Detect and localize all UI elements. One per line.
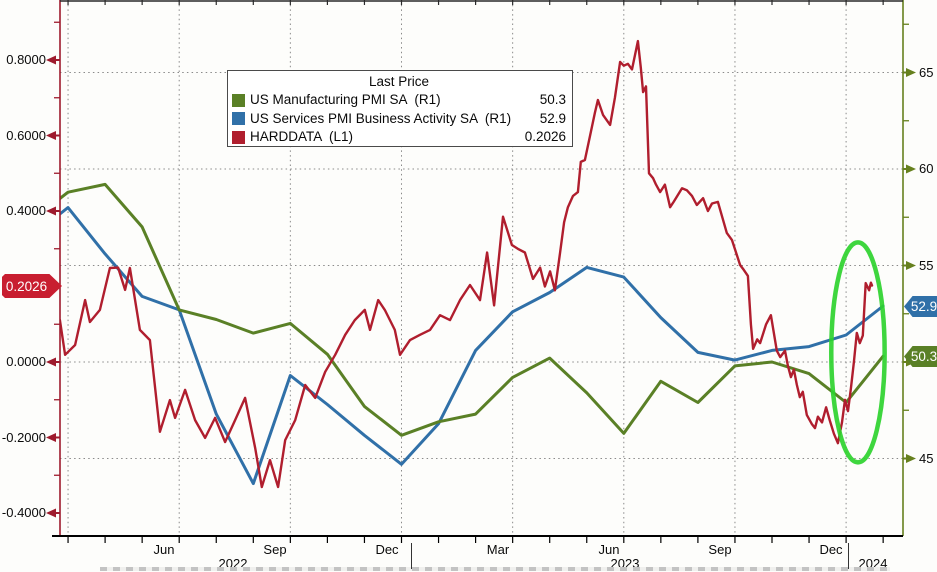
x-axis-month-label: Dec bbox=[375, 542, 399, 557]
year-separator bbox=[411, 543, 412, 569]
year-separator bbox=[848, 543, 849, 569]
legend-label: US Manufacturing PMI SA (R1) bbox=[250, 92, 441, 107]
legend-row-harddata: HARDDATA (L1) 0.2026 bbox=[232, 128, 566, 147]
x-axis-month-label: Jun bbox=[598, 542, 620, 557]
legend-value: 50.3 bbox=[539, 92, 566, 107]
harddata-last-price-badge: 0.2026 bbox=[2, 274, 62, 298]
x-axis-month-label: Sep bbox=[708, 542, 732, 557]
services-last-price-badge: 52.9 bbox=[904, 296, 937, 317]
left-axis-tick-label: 0.4000 bbox=[6, 203, 46, 218]
series-lines bbox=[60, 39, 885, 489]
legend-value: 0.2026 bbox=[524, 129, 566, 144]
manufacturing-series-swatch-icon bbox=[232, 93, 245, 107]
manufacturing-last-price-value: 50.3 bbox=[910, 349, 937, 364]
legend-box: Last Price US Manufacturing PMI SA (R1) … bbox=[227, 70, 573, 147]
legend-row-manufacturing: US Manufacturing PMI SA (R1) 50.3 bbox=[232, 91, 566, 110]
services-series-swatch-icon bbox=[232, 112, 245, 126]
services-last-price-value: 52.9 bbox=[910, 299, 937, 314]
x-axis-month-label: Dec bbox=[819, 542, 843, 557]
left-axis-tick-label: -0.2000 bbox=[1, 430, 46, 445]
right-axis-tick-label: 55 bbox=[919, 258, 934, 273]
left-axis-tick-label: 0.6000 bbox=[6, 128, 46, 143]
legend-row-services: US Services PMI Business Activity SA (R1… bbox=[232, 110, 566, 129]
x-axis-month-label: Sep bbox=[263, 542, 287, 557]
harddata-series-swatch-icon bbox=[232, 130, 245, 144]
highlight-ellipse-annotation bbox=[829, 240, 887, 465]
legend-label: HARDDATA (L1) bbox=[250, 129, 354, 144]
harddata-last-price-value: 0.2026 bbox=[5, 278, 48, 294]
x-axis-month-label: Mar bbox=[486, 542, 510, 557]
legend-label: US Services PMI Business Activity SA (R1… bbox=[250, 110, 512, 126]
left-axis-tick-label: -0.4000 bbox=[1, 505, 46, 520]
bottom-tick-band bbox=[100, 567, 890, 571]
legend-title: Last Price bbox=[368, 74, 430, 89]
legend-value: 52.9 bbox=[539, 110, 566, 126]
axes bbox=[46, 0, 916, 543]
right-axis-tick-label: 65 bbox=[919, 65, 934, 80]
left-axis-tick-label: 0.8000 bbox=[6, 52, 46, 67]
left-axis-tick-label: 0.0000 bbox=[6, 354, 46, 369]
right-axis-tick-label: 60 bbox=[919, 161, 934, 176]
right-axis-tick-label: 45 bbox=[919, 451, 934, 466]
manufacturing-last-price-badge: 50.3 bbox=[904, 346, 937, 367]
x-axis-month-label: Jun bbox=[153, 542, 175, 557]
